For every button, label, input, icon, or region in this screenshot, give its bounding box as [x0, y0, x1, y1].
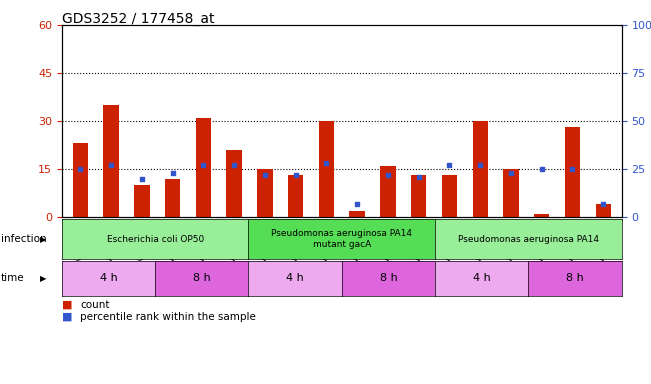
Point	[198, 162, 208, 168]
Point	[598, 200, 609, 207]
Bar	[380, 166, 396, 217]
Text: count: count	[80, 300, 109, 310]
Point	[106, 162, 117, 168]
Text: 8 h: 8 h	[566, 273, 584, 283]
Point	[352, 200, 363, 207]
Bar	[473, 121, 488, 217]
Text: 4 h: 4 h	[100, 273, 117, 283]
Text: 4 h: 4 h	[473, 273, 491, 283]
Bar	[411, 175, 426, 217]
Text: ▶: ▶	[40, 274, 47, 283]
Text: Pseudomonas aeruginosa PA14: Pseudomonas aeruginosa PA14	[458, 235, 599, 243]
Point	[229, 162, 240, 168]
Bar	[565, 127, 580, 217]
Bar	[503, 169, 519, 217]
Bar	[165, 179, 180, 217]
Point	[260, 172, 270, 178]
Text: infection: infection	[1, 234, 46, 244]
Text: 4 h: 4 h	[286, 273, 304, 283]
Bar	[350, 210, 365, 217]
Point	[75, 166, 85, 172]
Text: time: time	[1, 273, 24, 283]
Point	[137, 175, 147, 182]
Text: percentile rank within the sample: percentile rank within the sample	[80, 312, 256, 322]
Point	[321, 160, 331, 166]
Text: GDS3252 / 177458_at: GDS3252 / 177458_at	[62, 12, 214, 25]
Point	[506, 170, 516, 176]
Bar	[257, 169, 273, 217]
Bar	[319, 121, 334, 217]
Bar	[73, 143, 88, 217]
Bar	[288, 175, 303, 217]
Point	[536, 166, 547, 172]
Bar	[134, 185, 150, 217]
Bar	[227, 150, 242, 217]
Point	[290, 172, 301, 178]
Point	[383, 172, 393, 178]
Bar	[534, 214, 549, 217]
Bar	[596, 204, 611, 217]
Point	[167, 170, 178, 176]
Bar	[196, 118, 211, 217]
Bar	[104, 105, 118, 217]
Text: ■: ■	[62, 312, 72, 322]
Point	[475, 162, 486, 168]
Point	[444, 162, 454, 168]
Point	[567, 166, 577, 172]
Text: Escherichia coli OP50: Escherichia coli OP50	[107, 235, 204, 243]
Bar	[442, 175, 457, 217]
Text: 8 h: 8 h	[193, 273, 211, 283]
Text: ▶: ▶	[40, 235, 47, 243]
Point	[413, 174, 424, 180]
Text: ■: ■	[62, 300, 72, 310]
Text: 8 h: 8 h	[380, 273, 397, 283]
Text: Pseudomonas aeruginosa PA14
mutant gacA: Pseudomonas aeruginosa PA14 mutant gacA	[271, 229, 412, 249]
